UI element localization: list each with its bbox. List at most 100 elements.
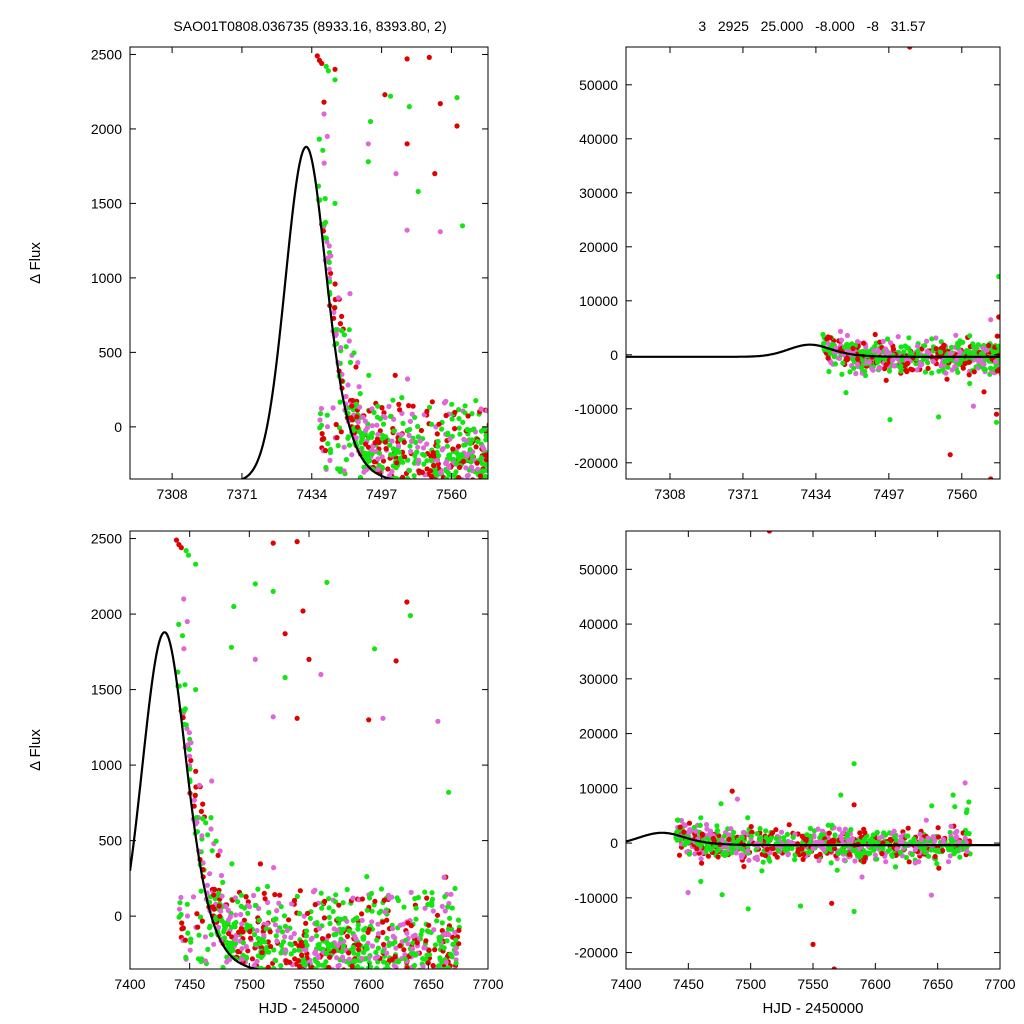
data-point bbox=[392, 372, 398, 378]
data-point bbox=[567, 469, 572, 474]
data-point bbox=[350, 944, 356, 950]
data-point bbox=[553, 419, 558, 424]
data-point bbox=[441, 945, 447, 951]
data-point bbox=[719, 892, 725, 898]
data-point bbox=[357, 474, 364, 479]
data-point bbox=[353, 936, 359, 942]
data-point bbox=[349, 969, 354, 974]
data-point bbox=[469, 437, 475, 443]
data-point bbox=[909, 851, 915, 858]
data-point bbox=[183, 722, 189, 728]
data-point bbox=[411, 962, 418, 969]
data-point bbox=[179, 926, 185, 932]
data-point bbox=[339, 949, 345, 955]
data-point bbox=[786, 822, 792, 828]
data-point bbox=[434, 431, 440, 437]
data-point bbox=[846, 851, 853, 858]
data-point bbox=[530, 431, 535, 436]
data-point-magenta bbox=[252, 656, 258, 663]
data-point bbox=[555, 457, 560, 462]
data-point bbox=[857, 830, 863, 836]
data-point bbox=[1020, 352, 1024, 357]
data-point bbox=[499, 466, 504, 471]
data-point-green bbox=[193, 687, 199, 693]
data-point bbox=[354, 424, 361, 430]
data-point bbox=[299, 952, 305, 959]
plot-frame bbox=[625, 530, 1001, 970]
data-point bbox=[541, 478, 546, 483]
data-point bbox=[188, 740, 194, 746]
data-point bbox=[357, 404, 363, 410]
data-point bbox=[202, 958, 208, 964]
data-point bbox=[346, 442, 353, 448]
data-point bbox=[340, 926, 346, 932]
data-point bbox=[784, 831, 791, 838]
data-point bbox=[445, 430, 451, 436]
data-point-green bbox=[966, 799, 972, 805]
data-point bbox=[394, 895, 400, 901]
data-point bbox=[449, 401, 455, 407]
data-point bbox=[369, 447, 375, 453]
data-point-red bbox=[907, 47, 913, 50]
data-point bbox=[194, 814, 200, 821]
data-point bbox=[478, 455, 485, 461]
data-point bbox=[930, 359, 937, 365]
data-point bbox=[207, 871, 213, 877]
data-point bbox=[302, 947, 309, 953]
data-point bbox=[182, 682, 188, 688]
x-tick-label: 7400 bbox=[610, 976, 641, 992]
data-point bbox=[1017, 353, 1022, 358]
data-point bbox=[422, 968, 425, 969]
data-point bbox=[449, 416, 455, 422]
data-point bbox=[925, 360, 931, 366]
y-tick-label: -10000 bbox=[574, 401, 618, 417]
data-point-red bbox=[294, 539, 300, 545]
data-point-green bbox=[851, 761, 857, 767]
data-point bbox=[577, 435, 582, 440]
data-point-red bbox=[314, 53, 320, 59]
data-point bbox=[412, 896, 418, 902]
data-point bbox=[512, 451, 517, 456]
data-point bbox=[705, 853, 712, 859]
data-point bbox=[537, 414, 542, 419]
data-point bbox=[375, 466, 382, 472]
data-point bbox=[563, 386, 568, 391]
data-point bbox=[344, 886, 350, 893]
data-point bbox=[517, 473, 522, 478]
data-point bbox=[548, 439, 553, 444]
data-point bbox=[530, 451, 535, 456]
data-point bbox=[967, 333, 973, 339]
data-point bbox=[531, 463, 536, 468]
data-point bbox=[216, 903, 222, 909]
data-point-red bbox=[294, 715, 300, 721]
data-point bbox=[739, 846, 746, 852]
data-point bbox=[350, 397, 356, 404]
data-point bbox=[462, 442, 468, 448]
data-point bbox=[291, 897, 298, 904]
data-point bbox=[968, 351, 974, 357]
data-point bbox=[845, 837, 851, 844]
data-point bbox=[420, 451, 426, 457]
data-point bbox=[1004, 345, 1009, 350]
data-point bbox=[453, 945, 459, 951]
data-point bbox=[501, 448, 506, 453]
data-point bbox=[282, 923, 288, 930]
y-tick-label: 2500 bbox=[91, 531, 122, 547]
data-point bbox=[208, 815, 214, 821]
data-point bbox=[728, 844, 734, 851]
data-point bbox=[568, 412, 573, 417]
data-point bbox=[497, 437, 502, 442]
data-point-magenta bbox=[181, 596, 187, 602]
data-point-red bbox=[300, 608, 306, 614]
data-point bbox=[307, 915, 313, 922]
data-point bbox=[271, 865, 277, 871]
data-point-red bbox=[810, 941, 816, 948]
data-point bbox=[271, 965, 277, 969]
y-tick-label: 0 bbox=[610, 347, 618, 363]
data-point bbox=[347, 359, 354, 365]
data-point bbox=[502, 432, 507, 437]
data-point bbox=[795, 849, 801, 855]
data-point bbox=[355, 360, 361, 366]
data-point bbox=[838, 792, 844, 798]
data-point bbox=[343, 393, 349, 400]
